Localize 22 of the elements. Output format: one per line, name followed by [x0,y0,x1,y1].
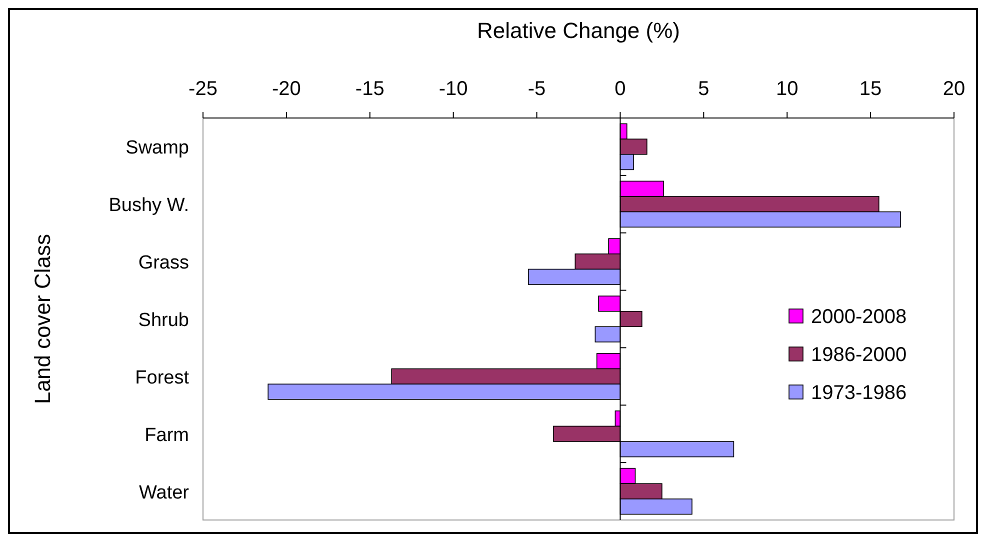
y-tick-label: Shrub [138,310,189,331]
x-tick-label: 10 [776,78,798,100]
x-axis-title: Relative Change (%) [477,18,680,43]
y-tick-label: Bushy W. [108,195,189,216]
x-tick-label: -15 [355,78,384,100]
y-tick-label: Farm [144,424,189,446]
legend-label: 1986-2000 [811,344,907,366]
x-tick-label: 20 [942,78,966,100]
x-tick-label: 5 [698,78,710,100]
x-tick-label: 15 [859,78,882,100]
x-tick-label: 0 [614,78,626,100]
x-tick-label: -10 [438,78,468,100]
y-tick-label: Water [139,482,190,504]
y-axis-title: Land cover Class [30,234,55,404]
legend-label: 1973-1986 [811,382,907,404]
y-tick-label: Forest [135,367,190,388]
x-tick-label: -5 [528,78,546,100]
y-tick-label: Grass [138,252,189,274]
y-tick-label: Swamp [126,138,189,159]
legend-label: 2000-2008 [811,306,907,328]
x-tick-label: -20 [272,78,301,100]
x-tick-label: -25 [188,78,218,100]
